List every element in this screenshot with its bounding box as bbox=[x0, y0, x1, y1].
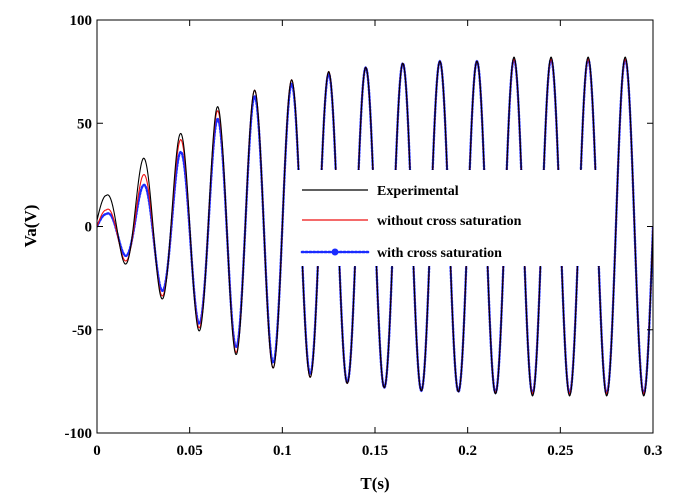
ticks: 0 0.05 0.1 0.15 0.2 0.25 0.3 -100 -50 0 50 100 bbox=[65, 13, 663, 459]
plot-area: Experimental without cross saturation with… bbox=[96, 19, 654, 434]
x-tick-label: 0.1 bbox=[273, 443, 292, 459]
legend-label-2: with cross saturation bbox=[377, 246, 502, 261]
y-tick-label: -50 bbox=[72, 323, 92, 339]
y-tick-label: 100 bbox=[70, 13, 93, 29]
y-tick-label: 50 bbox=[77, 116, 92, 132]
x-tick-label: 0.05 bbox=[177, 443, 203, 459]
x-tick-label: 0.2 bbox=[458, 443, 477, 459]
y-axis-label: Va(V) bbox=[21, 205, 40, 248]
x-tick-label: 0.15 bbox=[362, 443, 388, 459]
y-tick-label: -100 bbox=[65, 426, 93, 442]
legend: Experimental without cross saturation with… bbox=[300, 184, 522, 261]
legend-marker-2 bbox=[331, 248, 339, 256]
x-tick-label: 0.3 bbox=[644, 443, 663, 459]
x-tick-label: 0 bbox=[93, 443, 101, 459]
legend-box bbox=[297, 170, 609, 266]
x-tick-label: 0.25 bbox=[547, 443, 573, 459]
legend-label-1: without cross saturation bbox=[377, 214, 522, 229]
x-axis-label: T(s) bbox=[360, 474, 389, 493]
y-tick-label: 0 bbox=[85, 220, 93, 236]
legend-label-0: Experimental bbox=[377, 184, 459, 199]
